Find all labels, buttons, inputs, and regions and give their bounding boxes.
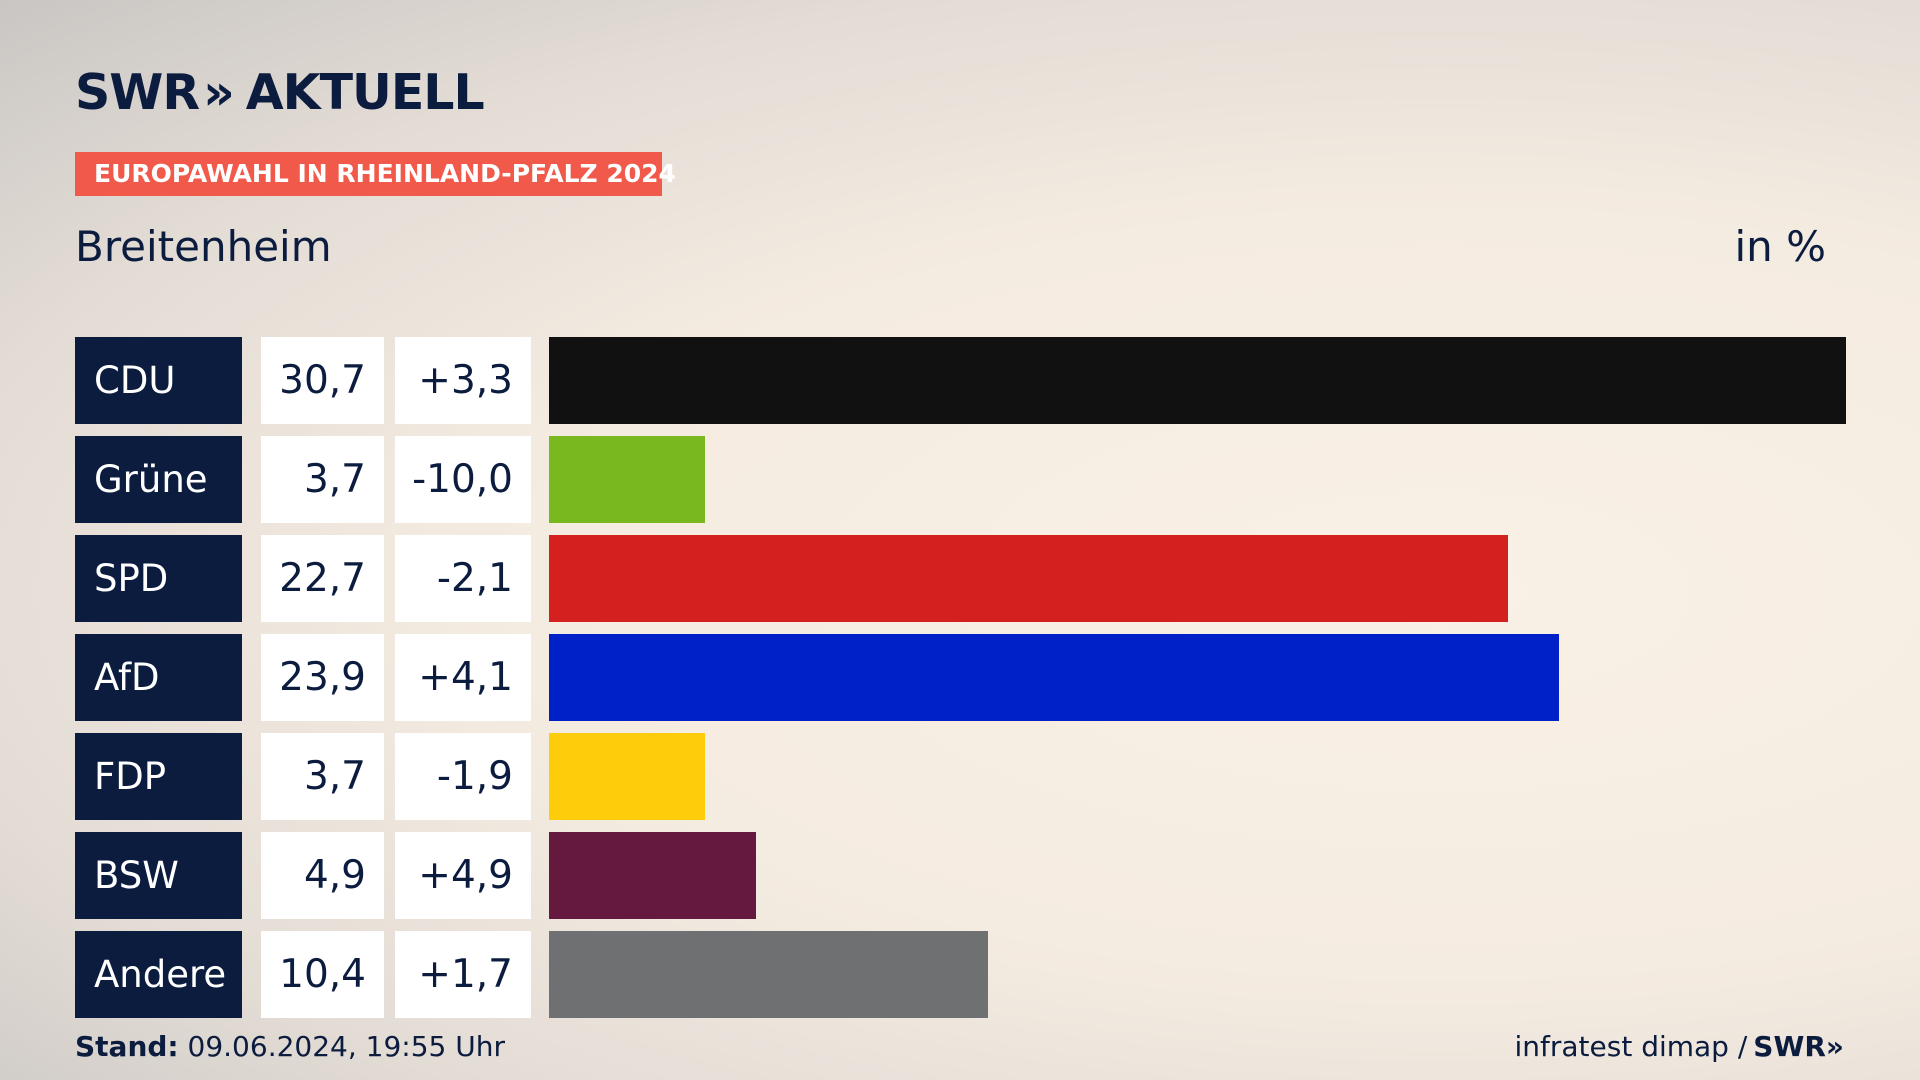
- result-bar: [549, 337, 1846, 424]
- vote-share-value: 3,7: [261, 733, 384, 820]
- result-row: Grüne 3,7 -10,0: [75, 436, 1846, 523]
- vote-share-value: 23,9: [261, 634, 384, 721]
- party-label: CDU: [75, 337, 242, 424]
- vote-change-value: +4,1: [395, 634, 531, 721]
- election-tag: EUROPAWAHL IN RHEINLAND-PFALZ 2024: [75, 152, 676, 196]
- party-label: SPD: [75, 535, 242, 622]
- vote-change-value: -10,0: [395, 436, 531, 523]
- logo-product: AKTUELL: [245, 63, 485, 121]
- result-row: AfD 23,9 +4,1: [75, 634, 1846, 721]
- vote-change-value: +4,9: [395, 832, 531, 919]
- stand-value: 09.06.2024, 19:55 Uhr: [187, 1030, 505, 1063]
- swr-aktuell-logo: SWR » AKTUELL: [75, 63, 485, 121]
- result-bar: [549, 832, 756, 919]
- vote-share-value: 22,7: [261, 535, 384, 622]
- result-bar: [549, 931, 988, 1018]
- unit-label: in %: [1734, 222, 1826, 271]
- result-row: BSW 4,9 +4,9: [75, 832, 1846, 919]
- vote-share-value: 10,4: [261, 931, 384, 1018]
- party-label: FDP: [75, 733, 242, 820]
- result-bar: [549, 535, 1508, 622]
- result-row: CDU 30,7 +3,3: [75, 337, 1846, 424]
- vote-share-value: 30,7: [261, 337, 384, 424]
- vote-share-value: 4,9: [261, 832, 384, 919]
- stand-label: Stand:: [75, 1030, 179, 1063]
- vote-change-value: -1,9: [395, 733, 531, 820]
- result-bar: [549, 634, 1559, 721]
- logo-brand: SWR: [75, 63, 200, 121]
- party-label: BSW: [75, 832, 242, 919]
- double-chevron-icon: »: [203, 63, 235, 121]
- result-row: Andere 10,4 +1,7: [75, 931, 1846, 1018]
- source-credit: infratest dimap / SWR»: [1514, 1030, 1844, 1063]
- vote-change-value: +3,3: [395, 337, 531, 424]
- result-bar: [549, 733, 705, 820]
- result-row: FDP 3,7 -1,9: [75, 733, 1846, 820]
- party-label: Grüne: [75, 436, 242, 523]
- swr-brand-icon: SWR»: [1753, 1030, 1844, 1063]
- party-label: AfD: [75, 634, 242, 721]
- result-bar: [549, 436, 705, 523]
- vote-change-value: +1,7: [395, 931, 531, 1018]
- source-text: infratest dimap /: [1514, 1030, 1748, 1063]
- result-row: SPD 22,7 -2,1: [75, 535, 1846, 622]
- place-title: Breitenheim: [75, 222, 332, 271]
- vote-change-value: -2,1: [395, 535, 531, 622]
- timestamp: Stand: 09.06.2024, 19:55 Uhr: [75, 1030, 505, 1063]
- party-label: Andere: [75, 931, 242, 1018]
- vote-share-value: 3,7: [261, 436, 384, 523]
